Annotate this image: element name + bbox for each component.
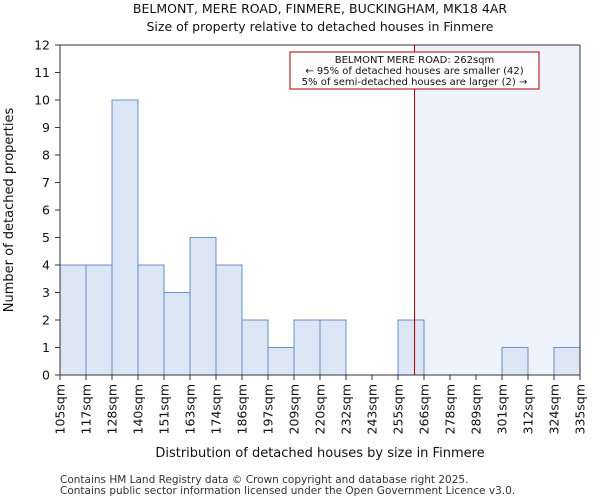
x-tick-label: 301sqm <box>495 384 510 434</box>
bar <box>163 292 191 376</box>
annotation-line-1: BELMONT MERE ROAD: 262sqm <box>335 55 495 66</box>
x-tick-label: 117sqm <box>79 384 94 434</box>
x-tick-label: 255sqm <box>391 384 406 434</box>
x-tick-label: 163sqm <box>183 384 198 434</box>
y-tick-label: 2 <box>42 313 50 328</box>
footer-line-1: Contains HM Land Registry data © Crown c… <box>60 474 468 486</box>
annotation-line-2: ← 95% of detached houses are smaller (42… <box>305 66 523 77</box>
bar <box>553 347 581 376</box>
bar <box>137 264 165 376</box>
y-tick-label: 1 <box>42 340 50 355</box>
bar <box>501 347 529 376</box>
x-tick-label: 197sqm <box>261 384 276 434</box>
footer-line-2: Contains public sector information licen… <box>60 485 515 497</box>
chart-title: BELMONT, MERE ROAD, FINMERE, BUCKINGHAM,… <box>133 1 508 16</box>
bar <box>215 264 243 376</box>
y-tick-label: 5 <box>42 230 50 245</box>
x-tick-label: 278sqm <box>443 384 458 434</box>
y-tick-label: 6 <box>42 203 50 218</box>
chart-subtitle: Size of property relative to detached ho… <box>146 19 493 34</box>
x-tick-label: 232sqm <box>339 384 354 434</box>
bar <box>267 347 295 376</box>
x-tick-label: 220sqm <box>313 384 328 434</box>
x-tick-label: 312sqm <box>521 384 536 434</box>
bar <box>397 319 425 376</box>
y-tick-label: 3 <box>42 285 50 300</box>
x-tick-label: 128sqm <box>105 384 120 434</box>
x-tick-label: 140sqm <box>131 384 146 434</box>
x-tick-label: 289sqm <box>469 384 484 434</box>
y-tick-label: 10 <box>34 93 50 108</box>
y-tick-label: 9 <box>42 120 50 135</box>
annotation-box <box>289 51 540 90</box>
y-tick-label: 0 <box>42 368 50 383</box>
x-tick-label: 209sqm <box>287 384 302 434</box>
x-tick-label: 266sqm <box>417 384 432 434</box>
x-tick-label: 335sqm <box>573 384 588 434</box>
x-tick-label: 324sqm <box>547 384 562 434</box>
bar <box>111 99 139 376</box>
bar <box>241 319 269 376</box>
x-tick-label: 105sqm <box>53 384 68 434</box>
x-tick-label: 174sqm <box>209 384 224 434</box>
y-tick-label: 12 <box>34 38 50 53</box>
x-tick-label: 243sqm <box>365 384 380 434</box>
y-tick-label: 8 <box>42 148 50 163</box>
y-axis-label: Number of detached properties <box>2 108 17 313</box>
y-tick-label: 4 <box>42 258 50 273</box>
bar <box>85 264 113 376</box>
x-tick-label: 151sqm <box>157 384 172 434</box>
annotation-line-3: 5% of semi-detached houses are larger (2… <box>302 77 528 88</box>
highlight-region <box>414 45 580 375</box>
y-tick-label: 7 <box>42 175 50 190</box>
bar <box>293 319 321 376</box>
x-axis-label: Distribution of detached houses by size … <box>155 446 484 461</box>
bar <box>59 264 87 376</box>
y-tick-label: 11 <box>34 65 50 80</box>
bar <box>189 237 217 376</box>
x-tick-label: 186sqm <box>235 384 250 434</box>
bar <box>319 319 347 376</box>
